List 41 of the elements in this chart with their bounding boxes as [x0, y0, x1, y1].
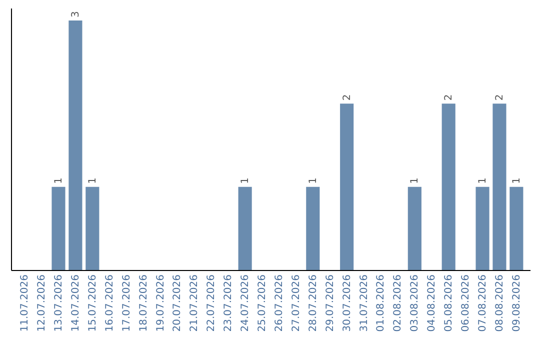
x-tick-label: 19.07.2026 [155, 274, 166, 332]
data-label: 1 [308, 177, 319, 184]
x-tick-label: 30.07.2026 [342, 274, 353, 332]
x-tick-label: 01.08.2026 [376, 274, 387, 332]
x-tick-label: 25.07.2026 [257, 274, 268, 332]
x-tick-label: 04.08.2026 [426, 274, 438, 332]
data-label: 1 [240, 177, 252, 184]
x-tick-label: 24.07.2026 [240, 274, 252, 332]
x-tick-label: 11.07.2026 [20, 274, 31, 332]
data-label: 2 [342, 94, 353, 101]
x-tick-label: 29.07.2026 [324, 274, 336, 332]
x-tick-label: 15.07.2026 [87, 274, 98, 332]
x-tick-label: 18.07.2026 [138, 274, 150, 332]
x-tick-label: 02.08.2026 [392, 274, 404, 332]
data-label: 1 [511, 177, 522, 184]
data-label: 1 [87, 177, 98, 184]
x-tick-label: 06.08.2026 [460, 274, 472, 332]
x-tick-label: 23.07.2026 [223, 274, 234, 332]
data-label: 1 [410, 177, 421, 184]
x-tick-label: 21.07.2026 [189, 274, 200, 332]
x-tick-label: 27.07.2026 [290, 274, 302, 332]
x-tick-label: 12.07.2026 [36, 274, 48, 332]
x-tick-label: 03.08.2026 [410, 274, 421, 332]
data-label: 2 [494, 94, 506, 101]
x-tick-label: 22.07.2026 [206, 274, 218, 332]
x-tick-label: 16.07.2026 [104, 274, 116, 332]
x-tick-label: 14.07.2026 [70, 274, 82, 332]
data-label: 3 [70, 11, 82, 18]
x-tick-label: 13.07.2026 [53, 274, 64, 332]
x-tick-label: 20.07.2026 [172, 274, 184, 332]
data-label: 1 [478, 177, 489, 184]
x-tick-label: 07.08.2026 [478, 274, 489, 332]
x-tick-label: 09.08.2026 [511, 274, 522, 332]
x-tick-label: 17.07.2026 [121, 274, 132, 332]
x-tick-label: 31.07.2026 [358, 274, 370, 332]
data-label: 1 [53, 177, 64, 184]
x-tick-label: 05.08.2026 [444, 274, 455, 332]
x-tick-label: 26.07.2026 [274, 274, 285, 332]
x-tick-label: 28.07.2026 [308, 274, 319, 332]
data-label: 2 [444, 94, 455, 101]
x-tick-label: 08.08.2026 [494, 274, 506, 332]
